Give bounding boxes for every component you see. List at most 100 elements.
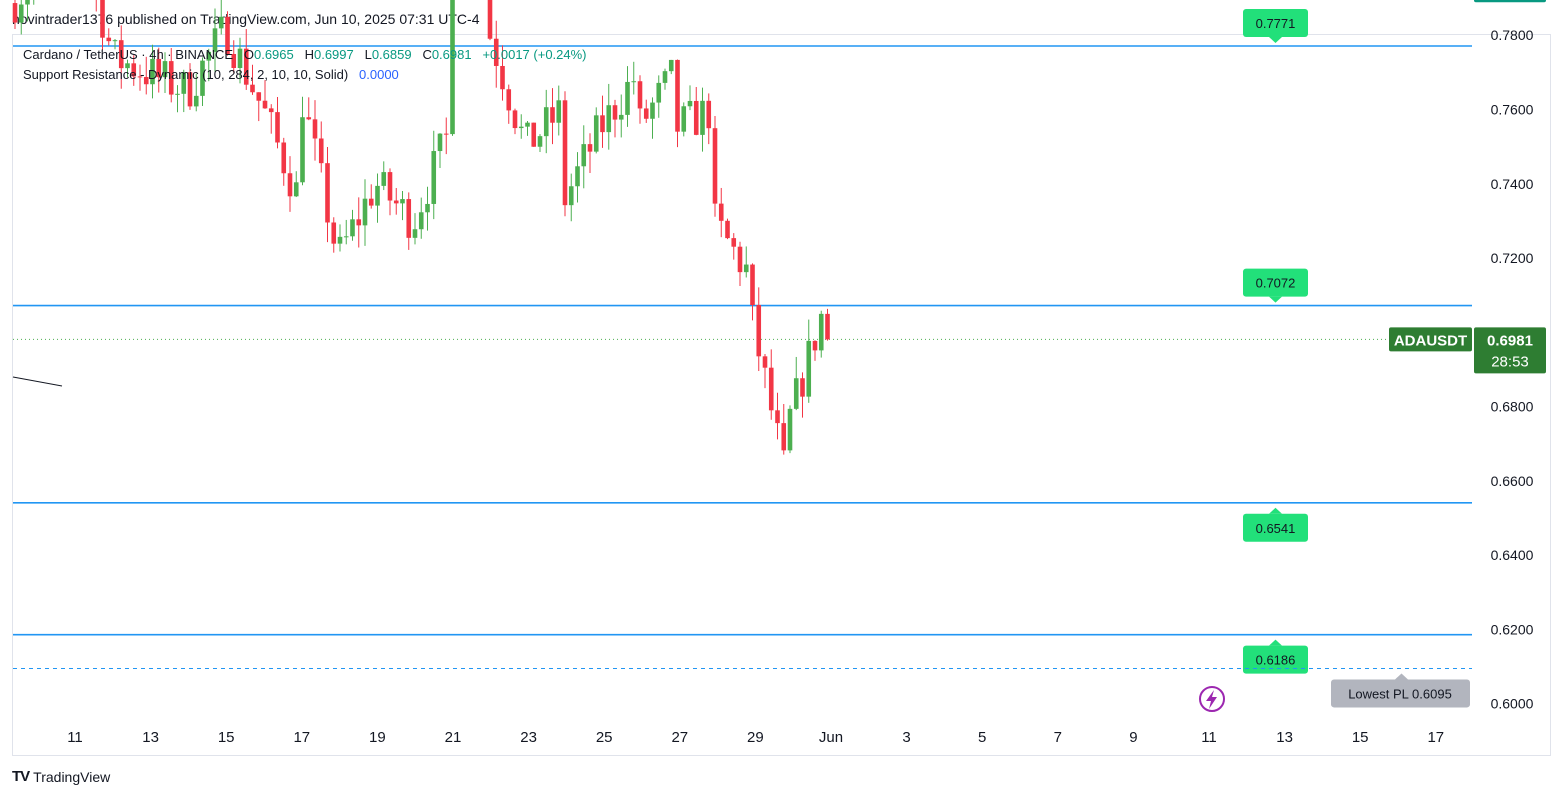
level-label-pointer — [1269, 507, 1282, 514]
x-tick-label[interactable]: 27 — [671, 729, 688, 746]
candle — [375, 173, 380, 223]
candle — [225, 11, 230, 56]
x-tick-label[interactable]: 3 — [902, 729, 910, 746]
x-tick-label[interactable]: 23 — [520, 729, 537, 746]
candle-body — [387, 172, 393, 201]
tradingview-footer[interactable]: TV TradingView — [12, 768, 110, 785]
candle — [575, 152, 580, 203]
candle — [625, 66, 630, 127]
candle-body — [487, 0, 493, 39]
chart-frame[interactable] — [12, 34, 1551, 756]
y-tick-label[interactable]: 0.7600 — [1491, 102, 1534, 118]
candle — [712, 115, 718, 217]
candle — [200, 57, 205, 107]
x-tick-label[interactable]: Jun — [819, 729, 843, 746]
x-tick-label[interactable]: 13 — [142, 729, 159, 746]
candles-layer — [12, 0, 830, 455]
time-axis[interactable]: 11 13 15 17 19 21 23 25 27 29 Jun 3 5 7 9 11 13 15 17 — [67, 729, 1444, 746]
lowest-pl-label-box — [1331, 679, 1470, 708]
x-tick-label[interactable]: 19 — [369, 729, 386, 746]
candle-body — [650, 102, 655, 119]
candle-body — [775, 410, 780, 424]
level-label-box — [1243, 645, 1308, 674]
tradingview-logo-icon: TV — [12, 768, 30, 785]
candle — [431, 130, 437, 220]
candle — [818, 310, 824, 358]
x-tick-label[interactable]: 11 — [67, 729, 83, 746]
candle-body — [168, 61, 174, 95]
candle — [250, 64, 255, 95]
candle-body — [625, 81, 630, 115]
y-tick-label[interactable]: 0.6800 — [1491, 399, 1534, 415]
x-tick-label[interactable]: 11 — [1201, 729, 1217, 746]
candle — [268, 104, 274, 134]
price-axis[interactable]: 0.82000.78000.76000.74000.72000.68000.66… — [1491, 0, 1534, 712]
candle — [343, 219, 349, 245]
candle-body — [243, 48, 249, 85]
lowest-pl-label: Lowest PL 0.6095 — [1348, 686, 1452, 701]
x-tick-label[interactable]: 15 — [218, 729, 235, 746]
x-tick-label[interactable]: 17 — [293, 729, 310, 746]
candle — [512, 108, 518, 135]
y-tick-label[interactable]: 0.7400 — [1491, 176, 1534, 192]
candle — [412, 213, 418, 245]
candle-body — [275, 112, 280, 143]
candle — [768, 349, 774, 420]
candle-body — [718, 203, 724, 221]
y-tick-label[interactable]: 0.6000 — [1491, 696, 1534, 712]
candle-body — [550, 107, 555, 123]
x-tick-label[interactable]: 13 — [1276, 729, 1293, 746]
candle-body — [450, 0, 455, 135]
candle-body — [325, 163, 330, 223]
candle-body — [725, 220, 730, 239]
y-tick-label[interactable]: 0.7800 — [1491, 27, 1534, 43]
candle — [681, 102, 687, 137]
indicator-row[interactable]: Support Resistance - Dynamic (10, 284, 2… — [23, 65, 587, 85]
candle — [812, 340, 818, 361]
candle-body — [543, 107, 549, 137]
candle-body — [537, 136, 543, 147]
candle-body — [500, 65, 505, 90]
candle-body — [637, 81, 643, 109]
lightning-icon[interactable] — [1199, 686, 1225, 712]
y-tick-label[interactable]: 0.7200 — [1491, 250, 1534, 266]
open-value: 0.6965 — [253, 47, 294, 62]
candle-body — [343, 236, 349, 238]
x-tick-label[interactable]: 21 — [445, 729, 462, 746]
x-tick-label[interactable]: 17 — [1427, 729, 1444, 746]
open-label: O — [243, 47, 254, 62]
y-tick-label[interactable]: 0.6600 — [1491, 473, 1534, 489]
low-label: L — [364, 47, 372, 62]
candle-body — [356, 219, 362, 226]
candle — [581, 125, 587, 189]
y-tick-label[interactable]: 0.6200 — [1491, 621, 1534, 637]
lowest-pl-pointer — [1395, 673, 1408, 680]
candle-body — [737, 246, 743, 273]
candle — [718, 187, 724, 238]
x-tick-label[interactable]: 7 — [1054, 729, 1062, 746]
x-tick-label[interactable]: 9 — [1129, 729, 1137, 746]
candle — [125, 59, 130, 78]
candle — [287, 156, 293, 212]
level-label-pointer — [1269, 37, 1282, 44]
candle — [106, 28, 112, 46]
candle — [787, 405, 793, 454]
candle-body — [687, 100, 693, 107]
x-tick-label[interactable]: 29 — [747, 729, 764, 746]
candle-body — [100, 0, 105, 38]
y-tick-label[interactable]: 0.6400 — [1491, 547, 1534, 563]
x-tick-label[interactable]: 25 — [596, 729, 613, 746]
candle-body — [418, 212, 424, 230]
candle-body — [581, 144, 587, 167]
candle-body — [218, 16, 224, 29]
candle — [737, 241, 743, 286]
candle-body — [162, 61, 168, 78]
candle-body — [193, 95, 199, 107]
candle-body — [237, 48, 243, 68]
x-tick-label[interactable]: 5 — [978, 729, 986, 746]
candle — [362, 179, 368, 246]
symbol-row[interactable]: Cardano / TetherUS · 4h · BINANCE O0.696… — [23, 45, 587, 65]
candle-body — [825, 313, 830, 340]
x-tick-label[interactable]: 15 — [1352, 729, 1369, 746]
